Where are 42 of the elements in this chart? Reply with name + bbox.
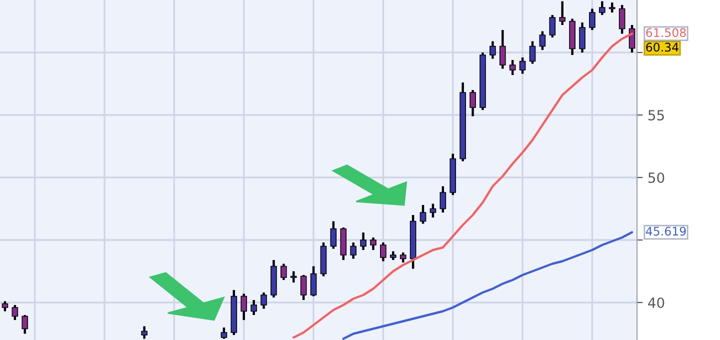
line-series xyxy=(342,231,634,340)
candlestick xyxy=(589,8,596,32)
candlestick xyxy=(599,0,606,16)
data-label: 45.619 xyxy=(646,226,686,236)
candlestick xyxy=(579,21,586,54)
candlestick xyxy=(220,326,228,340)
candlestick xyxy=(559,0,566,26)
candlestick xyxy=(12,304,18,322)
candlestick xyxy=(420,204,426,225)
candlestick xyxy=(360,231,366,252)
candlestick xyxy=(618,4,626,35)
candlestick xyxy=(440,185,446,214)
candlestick xyxy=(400,251,406,264)
candlestick xyxy=(250,298,257,316)
candlestick xyxy=(470,88,476,118)
candlestick xyxy=(519,56,526,75)
candlestick xyxy=(509,58,516,76)
text: 60.34 xyxy=(646,42,678,52)
candlestick xyxy=(22,314,28,335)
candlestick xyxy=(370,236,376,252)
candlestick xyxy=(141,325,148,340)
candlestick xyxy=(260,291,267,310)
candlestick xyxy=(608,1,616,14)
candlestick xyxy=(2,300,8,312)
data-label: 61.508 xyxy=(646,28,686,38)
candlestick xyxy=(529,40,536,65)
y-tick-label: 40 xyxy=(648,297,664,308)
y-tick-label: 55 xyxy=(648,110,664,120)
candlestick xyxy=(240,292,248,322)
y-tick-label: 50 xyxy=(648,172,664,183)
candlestick xyxy=(330,220,337,250)
candlestick xyxy=(490,40,496,60)
candlestick xyxy=(300,274,307,302)
candlestick xyxy=(290,270,297,284)
candlestick xyxy=(280,262,287,282)
candlestick xyxy=(350,241,356,260)
candlestick xyxy=(499,28,506,70)
candlestick xyxy=(539,30,546,52)
candlestick xyxy=(380,241,386,262)
candlestick xyxy=(549,14,556,39)
candlestick xyxy=(430,202,436,219)
candlestick xyxy=(310,265,317,298)
